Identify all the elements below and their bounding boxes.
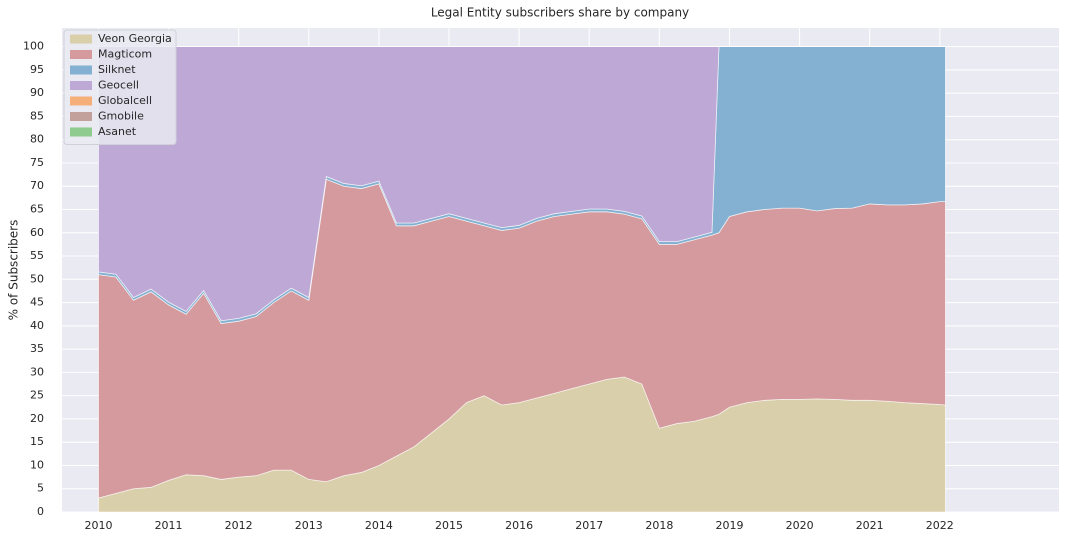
areas [98,46,946,513]
x-tick-label: 2016 [505,519,533,532]
legend: Veon Georgia Magticom Silknet Geocell Global… [63,29,177,145]
x-tick-label: 2019 [715,519,743,532]
y-tick-label: 60 [30,226,44,239]
x-tick-label: 2018 [645,519,673,532]
legend-label: Veon Georgia [98,32,172,45]
y-tick-label: 70 [30,179,44,192]
y-tick-label: 35 [30,342,44,355]
y-tick-label: 65 [30,203,44,216]
y-tick-label: 55 [30,249,44,262]
y-axis-label: % of Subscribers [7,220,21,321]
y-tick-label: 10 [30,458,44,471]
y-tick-label: 85 [30,109,44,122]
legend-label: Gmobile [98,110,144,123]
y-tick-label: 100 [23,40,44,53]
legend-swatch [70,127,92,137]
ticks: 0 5 10 15 20 25 30 35 40 45 50 55 60 65 70 75 80 85 90 95 10… [23,40,954,532]
legend-swatch [70,34,92,44]
legend-swatch [70,81,92,90]
legend-label: Asanet [98,125,137,138]
legend-label: Geocell [98,79,139,92]
y-tick-label: 45 [30,296,44,309]
y-tick-label: 75 [30,156,44,169]
y-tick-label: 15 [30,435,44,448]
y-tick-label: 0 [37,505,44,518]
y-tick-label: 20 [30,412,44,425]
y-tick-label: 80 [30,133,44,146]
y-tick-label: 90 [30,86,44,99]
y-tick-label: 30 [30,365,44,378]
legend-label: Globalcell [98,94,152,107]
x-tick-label: 2017 [575,519,603,532]
x-tick-label: 2020 [786,519,814,532]
x-tick-label: 2015 [435,519,463,532]
y-tick-label: 5 [37,482,44,495]
x-tick-label: 2010 [84,519,112,532]
x-tick-label: 2012 [225,519,253,532]
x-tick-label: 2011 [155,519,183,532]
x-tick-label: 2021 [856,519,884,532]
x-tick-label: 2014 [365,519,393,532]
y-tick-label: 95 [30,63,44,76]
legend-label: Silknet [98,63,136,76]
legend-swatch [70,112,92,121]
y-tick-label: 25 [30,389,44,402]
x-tick-label: 2022 [926,519,954,532]
legend-swatch [70,96,92,106]
chart-title: Legal Entity subscribers share by compan… [431,6,689,20]
legend-label: Magticom [98,48,152,61]
legend-swatch [70,65,92,75]
y-tick-label: 50 [30,272,44,285]
x-tick-label: 2013 [295,519,323,532]
legend-swatch [70,50,92,59]
y-tick-label: 40 [30,319,44,332]
